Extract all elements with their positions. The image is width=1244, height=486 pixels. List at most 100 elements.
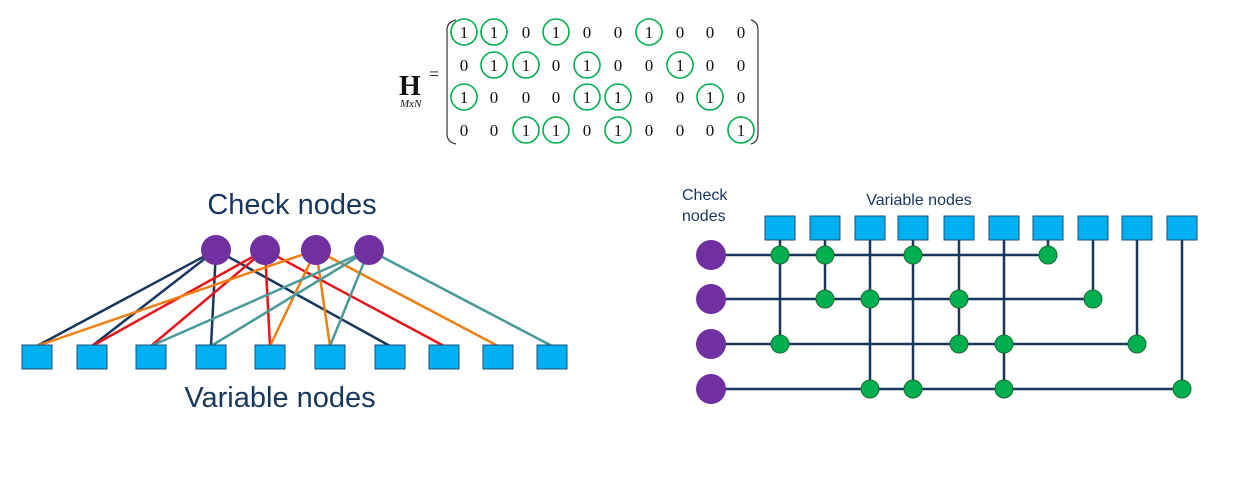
tanner-variable-nodes-label: Variable nodes — [184, 382, 375, 414]
grid-variable-node — [1166, 215, 1198, 241]
matrix-right-bracket — [750, 19, 759, 145]
matrix-entry: 0 — [614, 23, 623, 42]
matrix-entry: 0 — [737, 23, 746, 42]
tanner-variable-node — [254, 344, 286, 370]
matrix-one-circle-mark — [666, 51, 694, 79]
matrix-entry: 0 — [706, 23, 715, 42]
tanner-graph: Check nodes Variable nodes — [21, 189, 568, 414]
matrix-entry: 0 — [645, 56, 654, 75]
matrix-one-circle-mark — [542, 116, 570, 144]
tanner-check-node — [354, 235, 384, 265]
matrix-one-circle-mark — [450, 18, 478, 46]
tanner-edge — [36, 248, 217, 348]
tanner-edge — [209, 249, 218, 347]
grid-junction-dot — [860, 379, 880, 399]
grid-junction-dot — [949, 289, 969, 309]
tanner-edge — [328, 249, 371, 347]
grid-variable-node — [1077, 215, 1109, 241]
matrix-one-circle-mark — [727, 116, 755, 144]
matrix-entry: 0 — [737, 88, 746, 107]
tanner-check-node — [201, 235, 231, 265]
tanner-edge — [314, 249, 332, 347]
matrix-one-circle-mark — [542, 18, 570, 46]
matrix-entry: 1 — [522, 121, 531, 140]
matrix-entry: 0 — [645, 88, 654, 107]
tanner-variable-node — [135, 344, 167, 370]
parity-check-matrix: H MxN = 1 1 0 1 0 0 1 0 0 0 0 1 1 0 1 0 0 1 0 0 1 0 0 0 1 1 0 0 1 0 0 0… — [399, 18, 759, 145]
matrix-entry: 0 — [676, 121, 685, 140]
tanner-variable-node — [482, 344, 514, 370]
matrix-entry: 1 — [460, 23, 469, 42]
matrix-one-circle-mark — [573, 83, 601, 111]
matrix-entry: 0 — [460, 121, 469, 140]
tanner-nodes — [21, 235, 568, 370]
grid-graph: Check nodes Variable nodes — [682, 187, 1198, 404]
grid-junction-dot — [815, 245, 835, 265]
grid-variable-node — [764, 215, 796, 241]
matrix-entry: 1 — [552, 121, 561, 140]
matrix-symbol: H — [399, 71, 421, 102]
matrix-entry: 0 — [490, 88, 499, 107]
tanner-variable-node — [374, 344, 406, 370]
matrix-entry: 1 — [552, 23, 561, 42]
tanner-edges — [36, 248, 553, 348]
matrix-entry: 0 — [490, 121, 499, 140]
grid-junction-dot — [903, 379, 923, 399]
grid-variable-node — [809, 215, 841, 241]
matrix-entry: 1 — [645, 23, 654, 42]
grid-variable-node — [988, 215, 1020, 241]
matrix-one-circle-mark — [512, 51, 540, 79]
matrix-entry: 0 — [552, 56, 561, 75]
tanner-edge — [91, 249, 217, 347]
matrix-entry: 0 — [583, 23, 592, 42]
matrix-one-circle-mark — [635, 18, 663, 46]
matrix-entry: 0 — [460, 56, 469, 75]
matrix-entry: 0 — [706, 56, 715, 75]
grid-variable-nodes-label: Variable nodes — [866, 192, 972, 209]
matrix-entry: 1 — [490, 56, 499, 75]
grid-variable-node — [854, 215, 886, 241]
grid-check-node — [696, 329, 726, 359]
grid-junction-dot — [949, 334, 969, 354]
grid-junction-dot — [903, 245, 923, 265]
grid-variable-node — [943, 215, 975, 241]
matrix-entry: 0 — [706, 121, 715, 140]
grid-junction-dot — [770, 334, 790, 354]
matrix-entry: 0 — [645, 121, 654, 140]
matrix-one-circle-mark — [450, 83, 478, 111]
tanner-edge — [150, 248, 370, 348]
tanner-variable-node — [536, 344, 568, 370]
tanner-check-node — [250, 235, 280, 265]
grid-junction-dot — [994, 379, 1014, 399]
matrix-entry: 1 — [583, 88, 592, 107]
tanner-edge — [268, 249, 318, 347]
tanner-variable-node — [314, 344, 346, 370]
matrix-entry: 1 — [583, 56, 592, 75]
matrix-entry: 1 — [490, 23, 499, 42]
matrix-entry: 1 — [614, 121, 623, 140]
tanner-edge — [264, 248, 445, 348]
grid-check-node — [696, 284, 726, 314]
tanner-variable-node — [195, 344, 227, 370]
matrix-entry: 0 — [522, 88, 531, 107]
matrix-entry: 1 — [614, 88, 623, 107]
matrix-subscript: MxN — [399, 98, 422, 110]
matrix-entry: 0 — [522, 23, 531, 42]
matrix-one-circle-mark — [696, 83, 724, 111]
matrix-entry: 1 — [737, 121, 746, 140]
matrix-left-bracket — [446, 19, 457, 145]
matrix-one-circle-mark — [480, 51, 508, 79]
tanner-variable-node — [21, 344, 53, 370]
tanner-check-node — [301, 235, 331, 265]
tanner-edge — [36, 248, 317, 348]
grid-check-node — [696, 374, 726, 404]
tanner-variable-node — [76, 344, 108, 370]
grid-junction-dot — [1127, 334, 1147, 354]
matrix-entry: 0 — [583, 121, 592, 140]
grid-variable-node — [1121, 215, 1153, 241]
matrix-entry: 0 — [614, 56, 623, 75]
tanner-variable-node — [428, 344, 460, 370]
grid-junction-dot — [994, 334, 1014, 354]
matrix-one-circle-mark — [512, 116, 540, 144]
grid-junction-dot — [860, 289, 880, 309]
